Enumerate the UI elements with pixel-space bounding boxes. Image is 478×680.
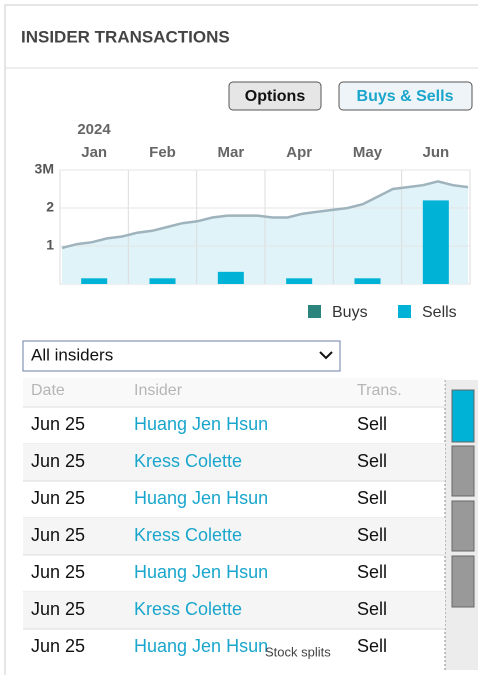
insider-link[interactable]: Huang Jen Hsun (134, 636, 268, 656)
bar (149, 278, 176, 284)
x-tick-label: May (353, 144, 383, 161)
table-cell: Jun 25 (31, 636, 85, 656)
table-cell: Jun 25 (31, 488, 85, 508)
panel-title: INSIDER TRANSACTIONS (21, 27, 230, 46)
x-tick-label: Jan (81, 144, 107, 161)
scroll-block[interactable] (451, 555, 475, 608)
insider-link[interactable]: Huang Jen Hsun (134, 488, 268, 508)
y-tick-label: 1 (46, 237, 54, 253)
table-cell: Sell (357, 525, 387, 545)
legend-label: Sells (422, 304, 457, 321)
bar (422, 200, 449, 284)
dropdown-arrow[interactable] (319, 351, 333, 360)
x-tick-label: Mar (217, 144, 244, 161)
scroll-block[interactable] (451, 445, 475, 497)
table-cell: Sell (357, 562, 387, 582)
table-cell: Jun 25 (31, 599, 85, 619)
table-cell: Sell (357, 599, 387, 619)
table-cell: Jun 25 (31, 414, 85, 434)
row-stripe (23, 592, 445, 629)
insider-link[interactable]: Kress Colette (134, 599, 242, 619)
bar (217, 271, 244, 284)
insider-link[interactable]: Kress Colette (134, 451, 242, 471)
insider-filter[interactable] (22, 340, 341, 372)
filter-value[interactable]: All insiders (31, 345, 113, 364)
scroll-block[interactable] (451, 500, 475, 552)
insider-link[interactable]: Huang Jen Hsun (134, 414, 268, 434)
x-tick-label: Apr (286, 144, 312, 161)
bar (81, 278, 108, 284)
options-button[interactable] (228, 81, 322, 111)
table-cell: Jun 25 (31, 562, 85, 582)
table-cell: Sell (357, 451, 387, 471)
table-cell: Jun 25 (31, 525, 85, 545)
bar (286, 278, 313, 284)
stock-splits-overlay: Stock splits (265, 644, 331, 659)
row-stripe (23, 444, 445, 481)
year-label: 2024 (77, 121, 111, 138)
options-label[interactable]: Options (245, 88, 306, 105)
bar (354, 278, 381, 284)
buys-sells-button[interactable] (338, 81, 473, 111)
price-line (61, 180, 469, 250)
buys-sells-label[interactable]: Buys & Sells (357, 88, 454, 105)
table-cell: Sell (357, 414, 387, 434)
table-cell: Sell (357, 488, 387, 508)
legend-swatch (398, 305, 411, 318)
row-stripe (23, 518, 445, 555)
y-tick-label: 2 (46, 199, 54, 215)
insider-link[interactable]: Kress Colette (134, 525, 242, 545)
table-cell: Sell (357, 636, 387, 656)
table-header-bg (23, 378, 445, 407)
scroll-block[interactable] (451, 389, 475, 443)
legend-label: Buys (332, 304, 368, 321)
insider-link[interactable]: Huang Jen Hsun (134, 562, 268, 582)
table-cell: Jun 25 (31, 451, 85, 471)
x-tick-label: Jun (422, 144, 449, 161)
legend-swatch (308, 305, 321, 318)
y-tick-label: 3M (35, 161, 54, 177)
x-tick-label: Feb (149, 144, 176, 161)
